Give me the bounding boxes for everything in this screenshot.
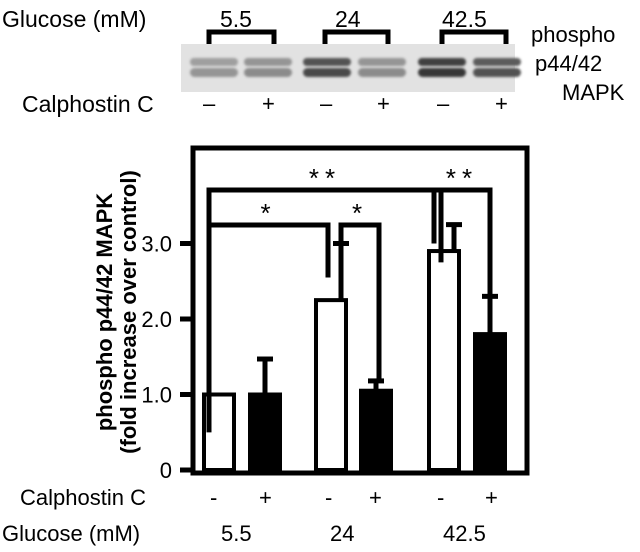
bar-5-5-calphostin-plus xyxy=(248,392,282,472)
significance-label-3: ** xyxy=(309,163,341,193)
blot-glucose-value-5-5: 5.5 xyxy=(220,6,252,32)
blot-sign-2: + xyxy=(262,91,275,116)
blot-band-label-line-2: p44/42 xyxy=(535,51,603,76)
x-row-calphostin-label: Calphostin C xyxy=(20,485,146,510)
significance-bracket-4 xyxy=(431,187,493,297)
x-row-calphostin-sign-3: - xyxy=(325,485,333,510)
blot-sign-6: + xyxy=(495,91,508,116)
blot-band-lane-5-upper xyxy=(418,58,466,66)
western-blot-image xyxy=(181,44,521,92)
x-row-calphostin-sign-6: + xyxy=(485,485,498,510)
blot-band-label-line-1: phospho xyxy=(531,22,616,47)
y-tick-label-0: 0 xyxy=(160,458,172,483)
bar-42-5-calphostin-plus xyxy=(473,332,507,472)
x-row-glucose-value-1: 5.5 xyxy=(221,521,252,546)
blot-treatment-label: Calphostin C xyxy=(22,91,154,117)
y-axis-label-line-1: phospho p44/42 MAPK xyxy=(92,193,117,431)
x-row-calphostin-sign-1: - xyxy=(210,485,218,510)
x-row-glucose-value-2: 24 xyxy=(330,521,355,546)
blot-glucose-value-42-5: 42.5 xyxy=(442,6,487,32)
bar-42-5-calphostin-minus xyxy=(427,249,461,472)
blot-band-lane-1-upper xyxy=(190,58,238,66)
blot-glucose-label: Glucose (mM) xyxy=(2,6,147,32)
blot-band-lane-6-upper xyxy=(473,58,521,66)
blot-sign-1: – xyxy=(203,91,216,116)
blot-band-lane-2-upper xyxy=(244,58,292,66)
blot-band-lane-4-lower xyxy=(358,68,406,77)
significance-label-2: * xyxy=(352,198,368,228)
significance-bracket-3 xyxy=(206,187,444,433)
significance-bracket-2 xyxy=(338,222,382,380)
y-axis-label-line-2: (fold increase over control) xyxy=(116,170,141,454)
blot-band-lane-5-lower xyxy=(418,68,466,77)
blot-band-lane-3-lower xyxy=(303,68,351,77)
bar-24-calphostin-minus xyxy=(314,298,348,472)
x-row-calphostin-sign-4: + xyxy=(369,485,382,510)
blot-band-lane-4-upper xyxy=(358,58,406,66)
x-row-glucose-value-3: 42.5 xyxy=(443,521,486,546)
blot-band-lane-1-lower xyxy=(190,68,238,77)
blot-sign-3: – xyxy=(320,91,333,116)
blot-glucose-value-24: 24 xyxy=(335,6,361,32)
y-tick-label-1: 1.0 xyxy=(141,383,172,408)
blot-band-lane-2-lower xyxy=(244,68,292,77)
x-row-calphostin-sign-5: - xyxy=(437,485,445,510)
blot-band-lane-6-lower xyxy=(473,68,521,77)
significance-label-1: * xyxy=(260,198,276,228)
y-tick-label-3: 3.0 xyxy=(141,232,172,257)
y-tick-label-2: 2.0 xyxy=(141,307,172,332)
bar-24-calphostin-plus xyxy=(359,388,393,473)
blot-sign-5: – xyxy=(437,91,450,116)
x-row-glucose-label: Glucose (mM) xyxy=(2,521,141,546)
blot-band-label-line-3: MAPK xyxy=(562,80,625,105)
blot-sign-4: + xyxy=(377,91,390,116)
significance-label-4: ** xyxy=(446,163,478,193)
x-row-calphostin-sign-2: + xyxy=(259,485,272,510)
blot-band-lane-3-upper xyxy=(303,58,351,66)
